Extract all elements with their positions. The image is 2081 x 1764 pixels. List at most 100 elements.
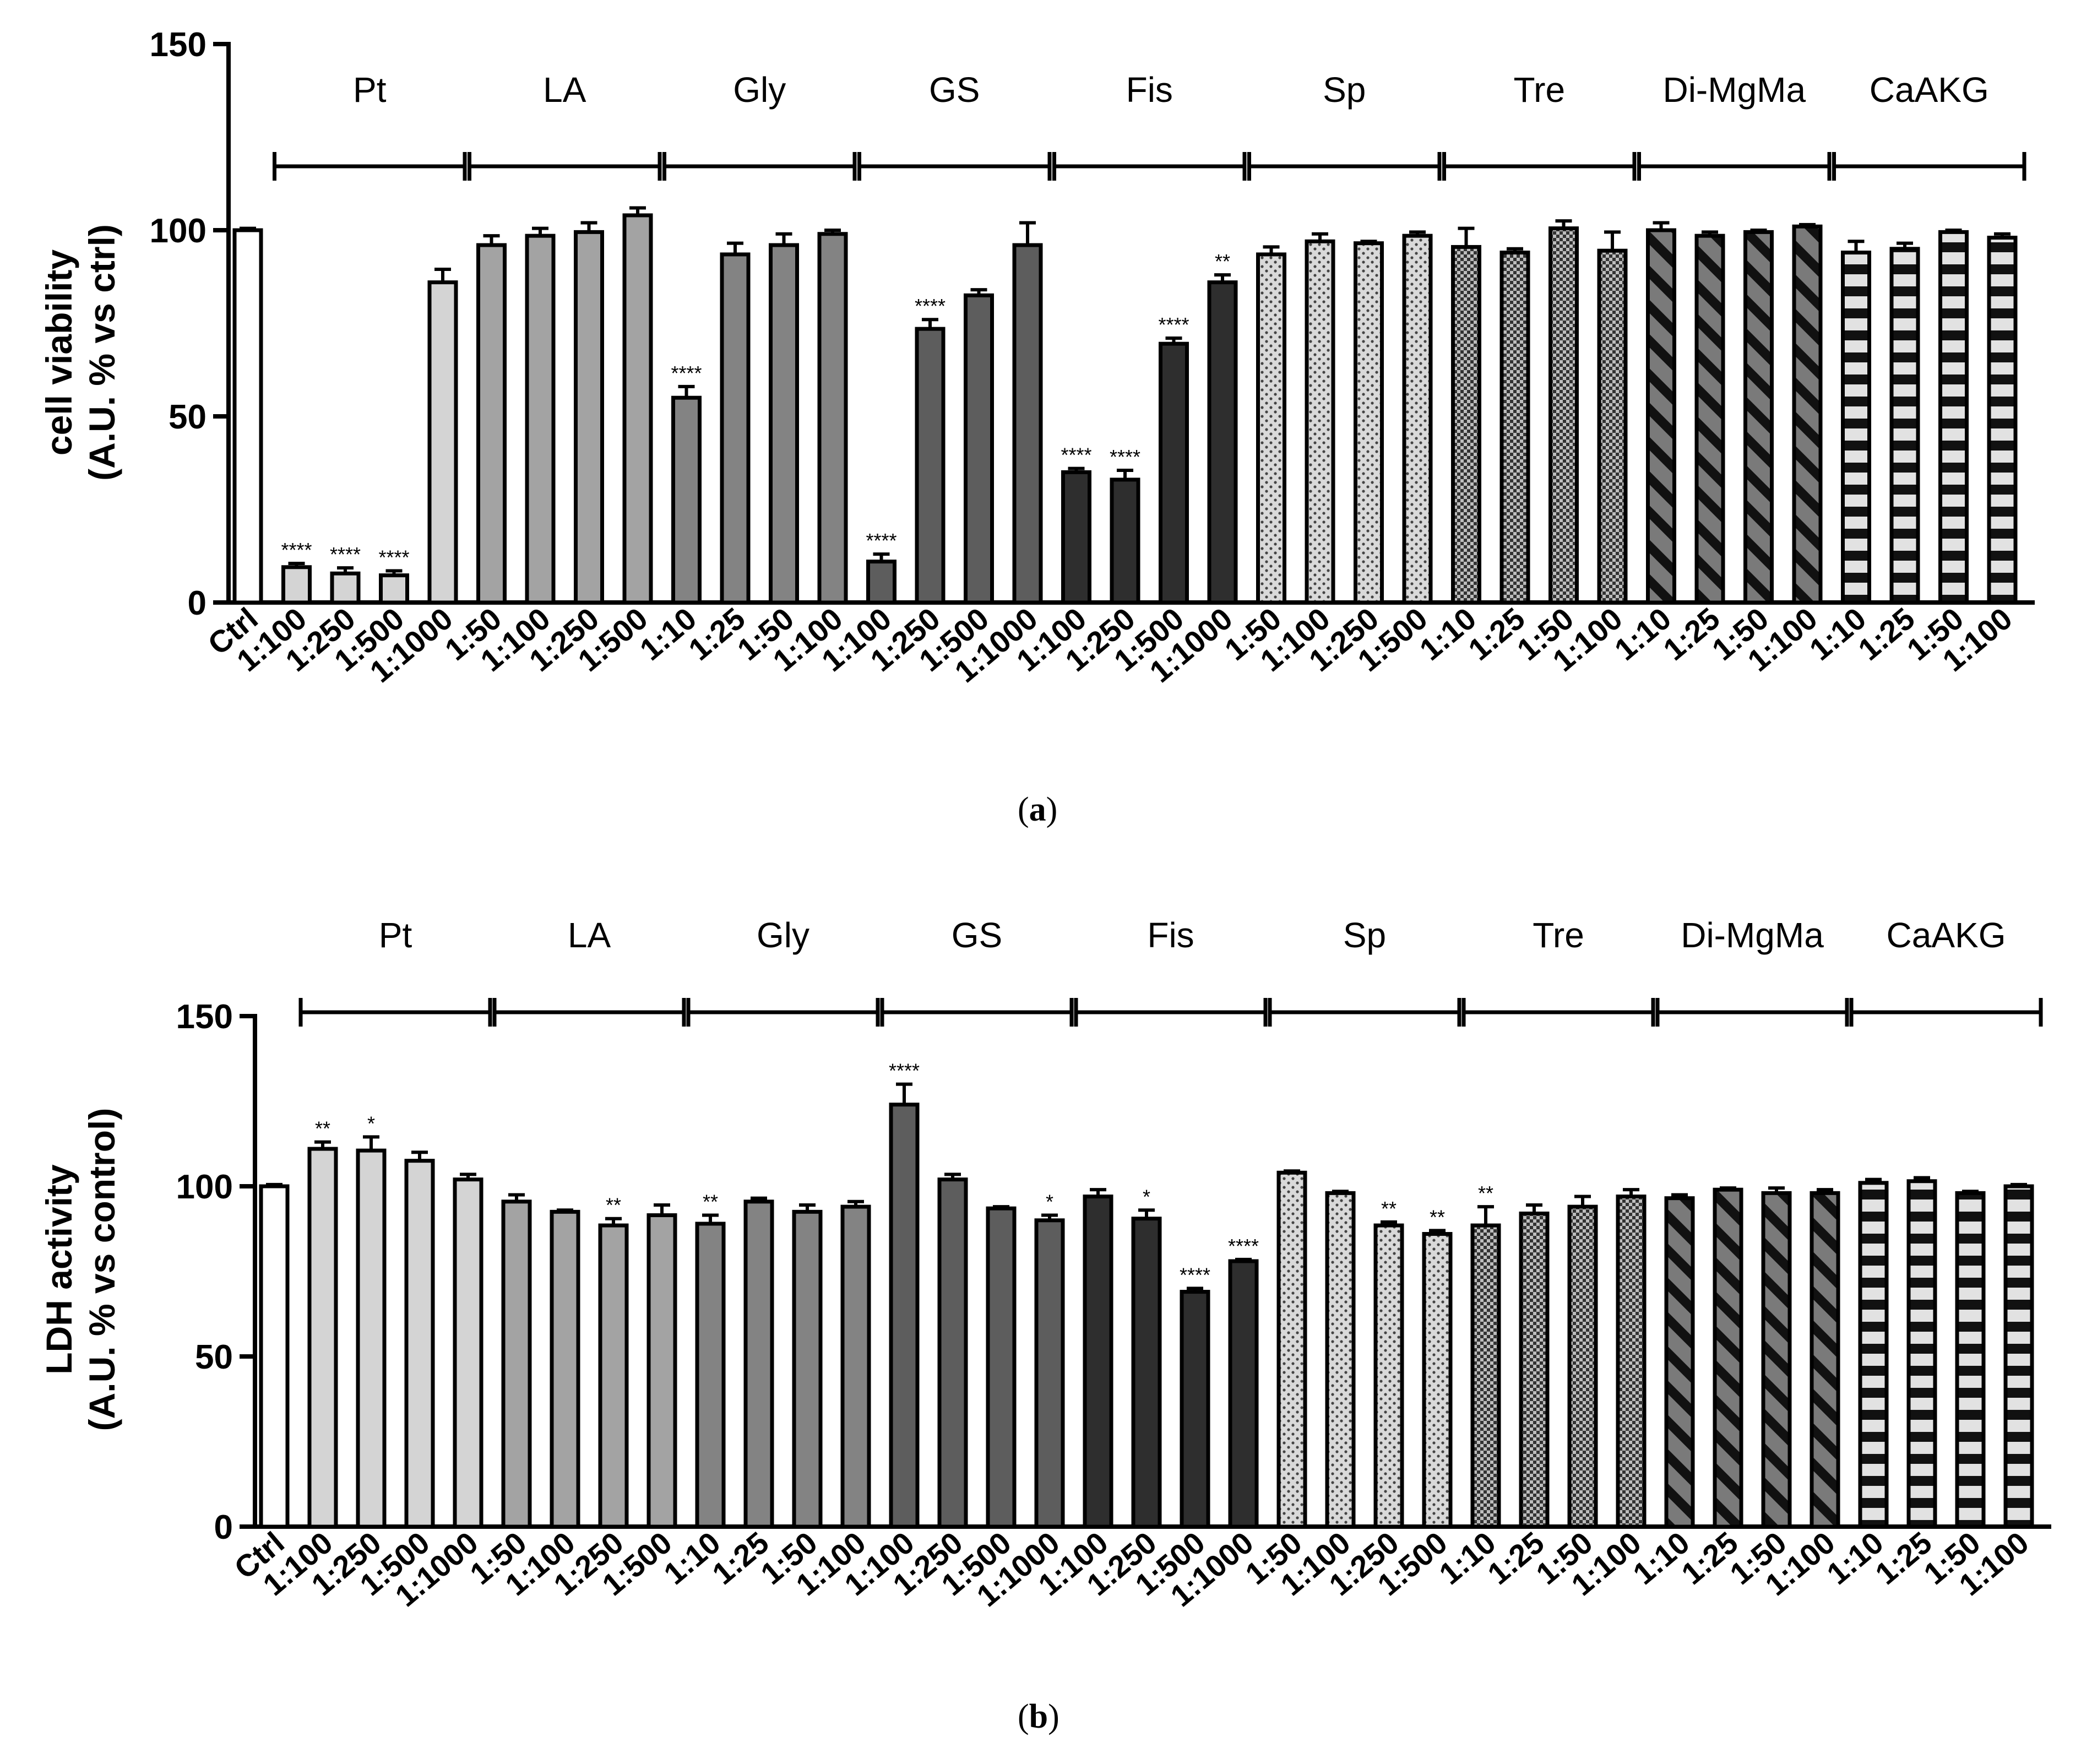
group-name-label: Sp [1323,70,1366,110]
bar-Di-MgMa-1:100 [1792,224,1823,605]
group-name-label: CaAKG [1870,70,1989,110]
significance-label: ** [703,1191,718,1213]
bar-Gly-1:25 [743,1199,774,1529]
bar-Sp-1:250 [1373,1223,1404,1529]
bar-LA-1:50 [501,1199,532,1529]
bar-LA-1:500 [646,1213,677,1529]
bar-Sp-1:100 [1305,239,1335,605]
bar-LA-1:100 [550,1209,580,1529]
bar-LA-1:500 [622,213,653,605]
group-name-label: Gly [757,915,809,955]
bar-Gly-1:25 [720,252,751,605]
y-tick-label: 0 [188,584,207,622]
bar-Tre-1:50 [1567,1204,1598,1529]
y-tick-label: 150 [176,998,233,1036]
bar-Sp-1:100 [1325,1191,1356,1529]
bar-LA-1:100 [525,234,556,605]
bar-Tre-1:10 [1451,245,1481,605]
significance-label: **** [1228,1235,1259,1257]
bar-Pt-1:500 [404,1159,435,1529]
bar-CaAKG-1:10 [1841,251,1871,605]
group-name-label: Pt [353,70,387,110]
group-name-label: Pt [379,915,412,955]
group-name-label: LA [543,70,586,110]
bar-Gly-1:100 [817,232,848,605]
panel-label-a: (a) [1018,791,1058,828]
group-name-label: Sp [1343,915,1386,955]
bar-LA-1:250 [598,1223,629,1529]
bar-Di-MgMa-1:10 [1664,1196,1695,1529]
y-tick-label: 100 [176,1168,233,1206]
bar-Sp-1:250 [1354,241,1384,605]
bar-Pt-1:100 [307,1147,338,1529]
y-axis-label: cell viability [39,249,79,455]
bar-Pt-1:500 [379,573,409,605]
bar-Sp-1:500 [1402,234,1433,605]
group-name-label: GS [952,915,1002,955]
significance-label: * [1143,1185,1150,1208]
bar-CaAKG-1:100 [2003,1184,2034,1529]
bar-Pt-1:1000 [453,1177,483,1529]
significance-label: **** [1110,446,1140,468]
bar-Fis-1:100 [1083,1195,1113,1529]
bar-GS-1:1000 [1034,1218,1065,1529]
y-tick-label: 50 [195,1338,233,1376]
bar-Gly-1:10 [671,395,702,605]
bar-Di-MgMa-1:25 [1713,1187,1743,1529]
y-axis-label: (A.U. % vs control) [81,1108,122,1431]
group-name-label: Fis [1147,915,1194,955]
bar-CaAKG-1:50 [1938,230,1969,605]
significance-label: ** [315,1117,330,1140]
significance-label: * [1046,1191,1053,1213]
significance-label: ** [1478,1182,1493,1204]
panel-label-b: (b) [1018,1698,1059,1735]
significance-label: **** [1158,313,1189,336]
bar-Fis-1:500 [1180,1290,1210,1529]
bar-Fis-1:250 [1110,477,1140,605]
y-tick-label: 100 [150,212,207,250]
bar-LA-1:50 [476,243,507,605]
significance-label: **** [889,1060,920,1082]
bar-GS-1:500 [986,1206,1017,1529]
bar-Tre-1:50 [1548,226,1579,605]
bar-Pt-1:100 [281,565,312,605]
significance-label: **** [1180,1263,1210,1286]
bar-Di-MgMa-1:25 [1694,234,1725,605]
bar-Gly-1:50 [769,243,799,605]
bar-GS-1:100 [866,560,896,605]
group-name-label: CaAKG [1887,915,2006,955]
bar-Di-MgMa-1:50 [1743,230,1774,605]
significance-label: ** [1215,250,1230,273]
bar-Sp-1:50 [1276,1170,1307,1529]
significance-label: **** [330,543,361,566]
group-name-label: Gly [733,70,786,110]
bar-CaAKG-1:50 [1955,1191,1986,1529]
y-axis-label: LDH activity [39,1164,79,1375]
bar-Sp-1:500 [1422,1232,1453,1529]
bar-GS-1:500 [964,293,994,605]
y-tick-label: 150 [150,26,207,64]
group-name-label: Tre [1533,915,1584,955]
significance-label: **** [671,362,702,384]
significance-label: ** [1381,1197,1397,1220]
bar-LA-1:250 [574,230,604,605]
cell-viability-chart: 0 50 100 150 cell viability (A.U. % vs ctrl) C… [39,26,2035,689]
bar-Fis-1:250 [1131,1217,1162,1529]
bar-Pt-1:1000 [427,280,458,605]
bar-Fis-1:500 [1159,341,1189,605]
group-name-label: Di-MgMa [1662,70,1806,110]
group-name-label: GS [929,70,980,110]
bar-Fis-1:1000 [1228,1259,1259,1529]
bar-Di-MgMa-1:10 [1646,228,1676,605]
bar-Tre-1:10 [1470,1223,1501,1529]
significance-label: **** [915,295,946,317]
bar-GS-1:1000 [1012,243,1043,605]
bar-CaAKG-1:100 [1987,236,2018,605]
group-name-label: LA [568,915,611,955]
bar-Gly-1:10 [695,1222,726,1529]
bar-Gly-1:100 [840,1204,871,1529]
bar-Tre-1:25 [1519,1211,1550,1529]
group-name-label: Tre [1513,70,1565,110]
y-tick-label: 0 [214,1508,233,1546]
y-axis-label: (A.U. % vs ctrl) [81,224,122,481]
